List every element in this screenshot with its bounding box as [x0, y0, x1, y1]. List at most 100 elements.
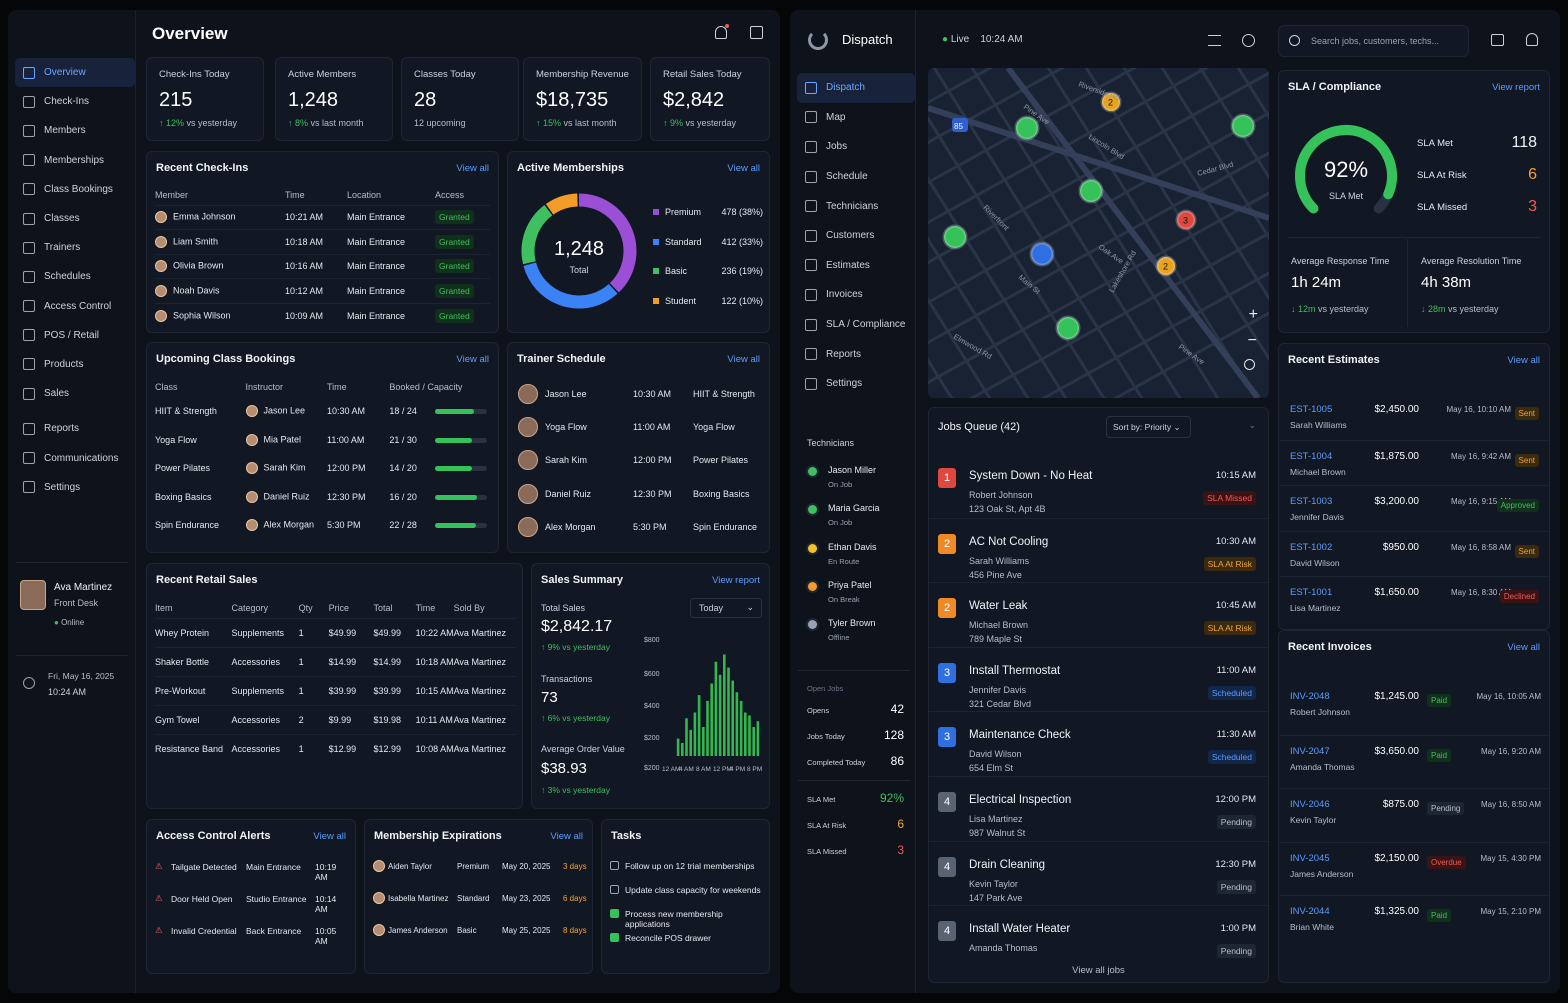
map-pin[interactable]	[1029, 241, 1055, 267]
document-id-link[interactable]: INV-2044	[1290, 906, 1330, 917]
document-row[interactable]: INV-2046 Kevin Taylor $875.00 May 16, 8:50 …	[1279, 788, 1549, 842]
job-row[interactable]: 3 Install Thermostat Jennifer Davis 321 Ced…	[929, 646, 1268, 711]
table-row[interactable]: Resistance Band Accessories 1 $12.99 $12.99 1…	[155, 733, 516, 763]
chat-icon[interactable]	[1491, 34, 1504, 46]
sidebar-item-memberships[interactable]: Memberships	[15, 146, 135, 175]
table-row[interactable]: Power Pilates Sarah Kim 12:00 PM 14 / 20	[155, 454, 490, 483]
job-row[interactable]: 3 Maintenance Check David Wilson 654 Elm St…	[929, 711, 1268, 775]
nav-item-sla-compliance[interactable]: SLA / Compliance	[797, 310, 915, 340]
document-id-link[interactable]: EST-1005	[1290, 404, 1333, 415]
job-row[interactable]: 2 Water Leak Michael Brown 789 Maple St 10:4…	[929, 582, 1268, 646]
sidebar-item-settings[interactable]: Settings	[15, 473, 135, 502]
collapse-chevron-icon[interactable]: ⌄	[1248, 420, 1256, 430]
technician-row[interactable]: Maria Garcia On Job	[807, 502, 907, 532]
table-row[interactable]: Liam Smith 10:18 AM Main Entrance Granted	[155, 229, 490, 255]
alert-row[interactable]: ⚠ Tailgate Detected Main Entrance 10:19 AM	[155, 861, 350, 882]
technician-row[interactable]: Jason Miller On Job	[807, 464, 907, 494]
job-row[interactable]: 4 Install Water Heater Amanda Thomas 1:00 P…	[929, 905, 1268, 969]
view-all-link[interactable]: View all	[456, 354, 489, 365]
map-pin[interactable]	[942, 224, 968, 250]
trainer-row[interactable]: Jason Lee 10:30 AM HIIT & Strength	[518, 384, 763, 408]
filter-icon[interactable]	[1208, 35, 1221, 46]
view-all-link[interactable]: View all	[313, 831, 346, 842]
nav-item-invoices[interactable]: Invoices	[797, 280, 915, 310]
view-report-link[interactable]: View report	[712, 575, 760, 586]
sidebar-item-access-control[interactable]: Access Control	[15, 292, 135, 321]
table-row[interactable]: Yoga Flow Mia Patel 11:00 AM 21 / 30	[155, 426, 490, 455]
document-row[interactable]: EST-1002 David Wilson $950.00 May 16, 8:58 …	[1279, 530, 1549, 577]
technician-row[interactable]: Tyler Brown Offline	[807, 617, 907, 647]
document-id-link[interactable]: INV-2047	[1290, 745, 1330, 757]
bell-icon[interactable]	[715, 26, 727, 39]
view-all-link[interactable]: View all	[1507, 642, 1540, 653]
view-all-link[interactable]: View all	[550, 831, 583, 842]
map-pin[interactable]	[1078, 178, 1104, 204]
view-report-link[interactable]: View report	[1492, 82, 1540, 93]
table-row[interactable]: Boxing Basics Daniel Ruiz 12:30 PM 16 / 20	[155, 483, 490, 512]
search-input[interactable]: Search jobs, customers, techs...	[1278, 25, 1469, 57]
table-row[interactable]: Whey Protein Supplements 1 $49.99 $49.99 10:2…	[155, 617, 516, 647]
document-row[interactable]: INV-2044 Brian White $1,325.00 May 15, 2:10…	[1279, 895, 1549, 949]
map-pin[interactable]	[1230, 113, 1256, 139]
table-row[interactable]: Pre-Workout Supplements 1 $39.99 $39.99 10:15…	[155, 675, 516, 705]
sidebar-item-check-ins[interactable]: Check-Ins	[15, 87, 135, 116]
job-row[interactable]: 1 System Down - No Heat Robert Johnson 123 …	[929, 453, 1268, 517]
document-row[interactable]: INV-2045 James Anderson $2,150.00 May 15, 4…	[1279, 841, 1549, 896]
sidebar-item-classes[interactable]: Classes	[15, 204, 135, 233]
map-pin[interactable]	[1014, 115, 1040, 141]
sidebar-item-members[interactable]: Members	[15, 116, 135, 145]
checkbox-checked[interactable]	[610, 909, 619, 918]
view-all-link[interactable]: View all	[456, 163, 489, 174]
document-row[interactable]: EST-1001 Lisa Martinez $1,650.00 May 16, 8:…	[1279, 576, 1549, 622]
task-row[interactable]: Process new membership applications	[610, 909, 768, 929]
table-row[interactable]: Olivia Brown 10:16 AM Main Entrance Granted	[155, 253, 490, 279]
sidebar-item-schedules[interactable]: Schedules	[15, 262, 135, 291]
document-id-link[interactable]: EST-1003	[1290, 496, 1333, 507]
task-row[interactable]: Follow up on 12 trial memberships	[610, 861, 768, 877]
document-id-link[interactable]: INV-2048	[1290, 691, 1330, 702]
task-row[interactable]: Reconcile POS drawer	[610, 933, 768, 949]
document-id-link[interactable]: INV-2045	[1290, 852, 1330, 864]
nav-item-schedule[interactable]: Schedule	[797, 162, 915, 192]
job-row[interactable]: 4 Drain Cleaning Kevin Taylor 147 Park Ave 1…	[929, 840, 1268, 905]
period-select[interactable]: Today ⌄	[690, 598, 762, 618]
view-all-link[interactable]: View all	[727, 163, 760, 174]
document-row[interactable]: EST-1004 Michael Brown $1,875.00 May 16, 9:…	[1279, 439, 1549, 486]
table-row[interactable]: HIIT & Strength Jason Lee 10:30 AM 18 / 24	[155, 397, 490, 426]
bell-icon[interactable]	[1526, 33, 1538, 46]
checkbox-checked[interactable]	[610, 933, 619, 942]
trainer-row[interactable]: Yoga Flow 11:00 AM Yoga Flow	[518, 417, 763, 441]
trainer-row[interactable]: Sarah Kim 12:00 PM Power Pilates	[518, 450, 763, 474]
sidebar-item-communications[interactable]: Communications	[15, 443, 135, 472]
sidebar-item-reports[interactable]: Reports	[15, 414, 135, 443]
user-card[interactable]: Ava Martinez Front Desk ● Online	[20, 578, 130, 638]
dispatch-map[interactable]: 2 3 2 Riverside Rd Pine Ave Lincoln Blvd Cedar…	[928, 68, 1269, 398]
table-row[interactable]: Noah Davis 10:12 AM Main Entrance Granted	[155, 278, 490, 304]
nav-item-customers[interactable]: Customers	[797, 221, 915, 251]
document-row[interactable]: EST-1005 Sarah Williams $2,450.00 May 16, 1…	[1279, 394, 1549, 440]
alert-row[interactable]: ⚠ Invalid Credential Back Entrance 10:05 AM	[155, 925, 350, 946]
document-id-link[interactable]: EST-1004	[1290, 450, 1333, 462]
trainer-row[interactable]: Alex Morgan 5:30 PM Spin Endurance	[518, 516, 763, 541]
document-row[interactable]: INV-2048 Robert Johnson $1,245.00 May 16, 1…	[1279, 681, 1549, 735]
nav-item-settings[interactable]: Settings	[797, 369, 915, 399]
checkbox[interactable]	[610, 861, 619, 870]
document-id-link[interactable]: EST-1002	[1290, 541, 1333, 553]
expiration-row[interactable]: Isabella Martinez Standard May 23, 2025 6 d…	[373, 892, 588, 913]
document-row[interactable]: EST-1003 Jennifer Davis $3,200.00 May 16, 9…	[1279, 485, 1549, 531]
sidebar-item-overview[interactable]: Overview	[15, 58, 135, 88]
technician-row[interactable]: Ethan Davis En Route	[807, 541, 907, 571]
document-id-link[interactable]: EST-1001	[1290, 587, 1333, 598]
nav-item-reports[interactable]: Reports	[797, 339, 915, 369]
table-row[interactable]: Sophia Wilson 10:09 AM Main Entrance Grante…	[155, 302, 490, 328]
trainer-row[interactable]: Daniel Ruiz 12:30 PM Boxing Basics	[518, 483, 763, 508]
job-row[interactable]: 2 AC Not Cooling Sarah Williams 456 Pine Av…	[929, 517, 1268, 582]
technician-row[interactable]: Priya Patel On Break	[807, 579, 907, 609]
expiration-row[interactable]: James Anderson Basic May 25, 2025 8 days	[373, 924, 588, 945]
view-all-jobs-link[interactable]: View all jobs	[1072, 965, 1125, 976]
map-pin[interactable]	[1175, 209, 1197, 231]
task-row[interactable]: Update class capacity for weekends	[610, 885, 768, 901]
table-row[interactable]: Spin Endurance Alex Morgan 5:30 PM 22 / 28	[155, 511, 490, 540]
checkbox[interactable]	[610, 885, 619, 894]
document-row[interactable]: INV-2047 Amanda Thomas $3,650.00 May 16, 9:…	[1279, 734, 1549, 789]
